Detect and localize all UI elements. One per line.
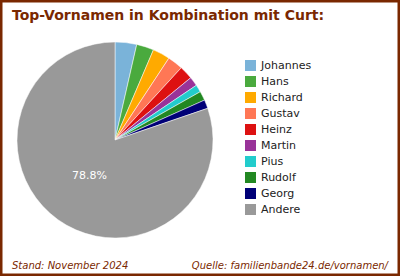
legend-swatch <box>245 60 256 71</box>
legend-swatch <box>245 172 256 183</box>
legend-label: Pius <box>261 155 283 168</box>
legend-label: Heinz <box>261 123 292 136</box>
legend-label: Martin <box>261 139 296 152</box>
data-label: 78.8% <box>72 169 107 182</box>
legend-label: Richard <box>261 91 303 104</box>
legend-swatch <box>245 204 256 215</box>
border <box>1 1 399 275</box>
pie-slice <box>17 42 213 238</box>
legend-item: Heinz <box>245 123 292 136</box>
data-labels: 78.8% <box>72 169 107 182</box>
legend-label: Gustav <box>261 107 300 120</box>
footer: Stand: November 2024 <box>12 260 128 271</box>
chart: Top-Vornamen in Kombination mit Curt: 78.… <box>0 0 400 276</box>
legend-item: Georg <box>245 187 294 200</box>
legend-item: Hans <box>245 75 289 88</box>
footer: Quelle: familienbande24.de/vornamen/ <box>192 260 390 271</box>
legend-item: Rudolf <box>245 171 297 184</box>
legend-item: Johannes <box>245 59 311 72</box>
legend-label: Georg <box>261 187 294 200</box>
legend-label: Hans <box>261 75 289 88</box>
legend-item: Gustav <box>245 107 300 120</box>
legend-swatch <box>245 188 256 199</box>
title: Top-Vornamen in Kombination mit Curt: <box>12 7 324 23</box>
legend-item: Richard <box>245 91 303 104</box>
legend-swatch <box>245 156 256 167</box>
legend-swatch <box>245 76 256 87</box>
legend: Johannes Hans Richard Gustav Heinz Martin Pius… <box>245 59 311 216</box>
legend-item: Martin <box>245 139 296 152</box>
legend-item: Pius <box>245 155 283 168</box>
legend-swatch <box>245 140 256 151</box>
legend-swatch <box>245 92 256 103</box>
legend-label: Johannes <box>260 59 311 72</box>
legend-swatch <box>245 124 256 135</box>
legend-label: Andere <box>261 203 301 216</box>
legend-swatch <box>245 108 256 119</box>
pie <box>17 42 213 238</box>
legend-label: Rudolf <box>261 171 297 184</box>
legend-item: Andere <box>245 203 301 216</box>
